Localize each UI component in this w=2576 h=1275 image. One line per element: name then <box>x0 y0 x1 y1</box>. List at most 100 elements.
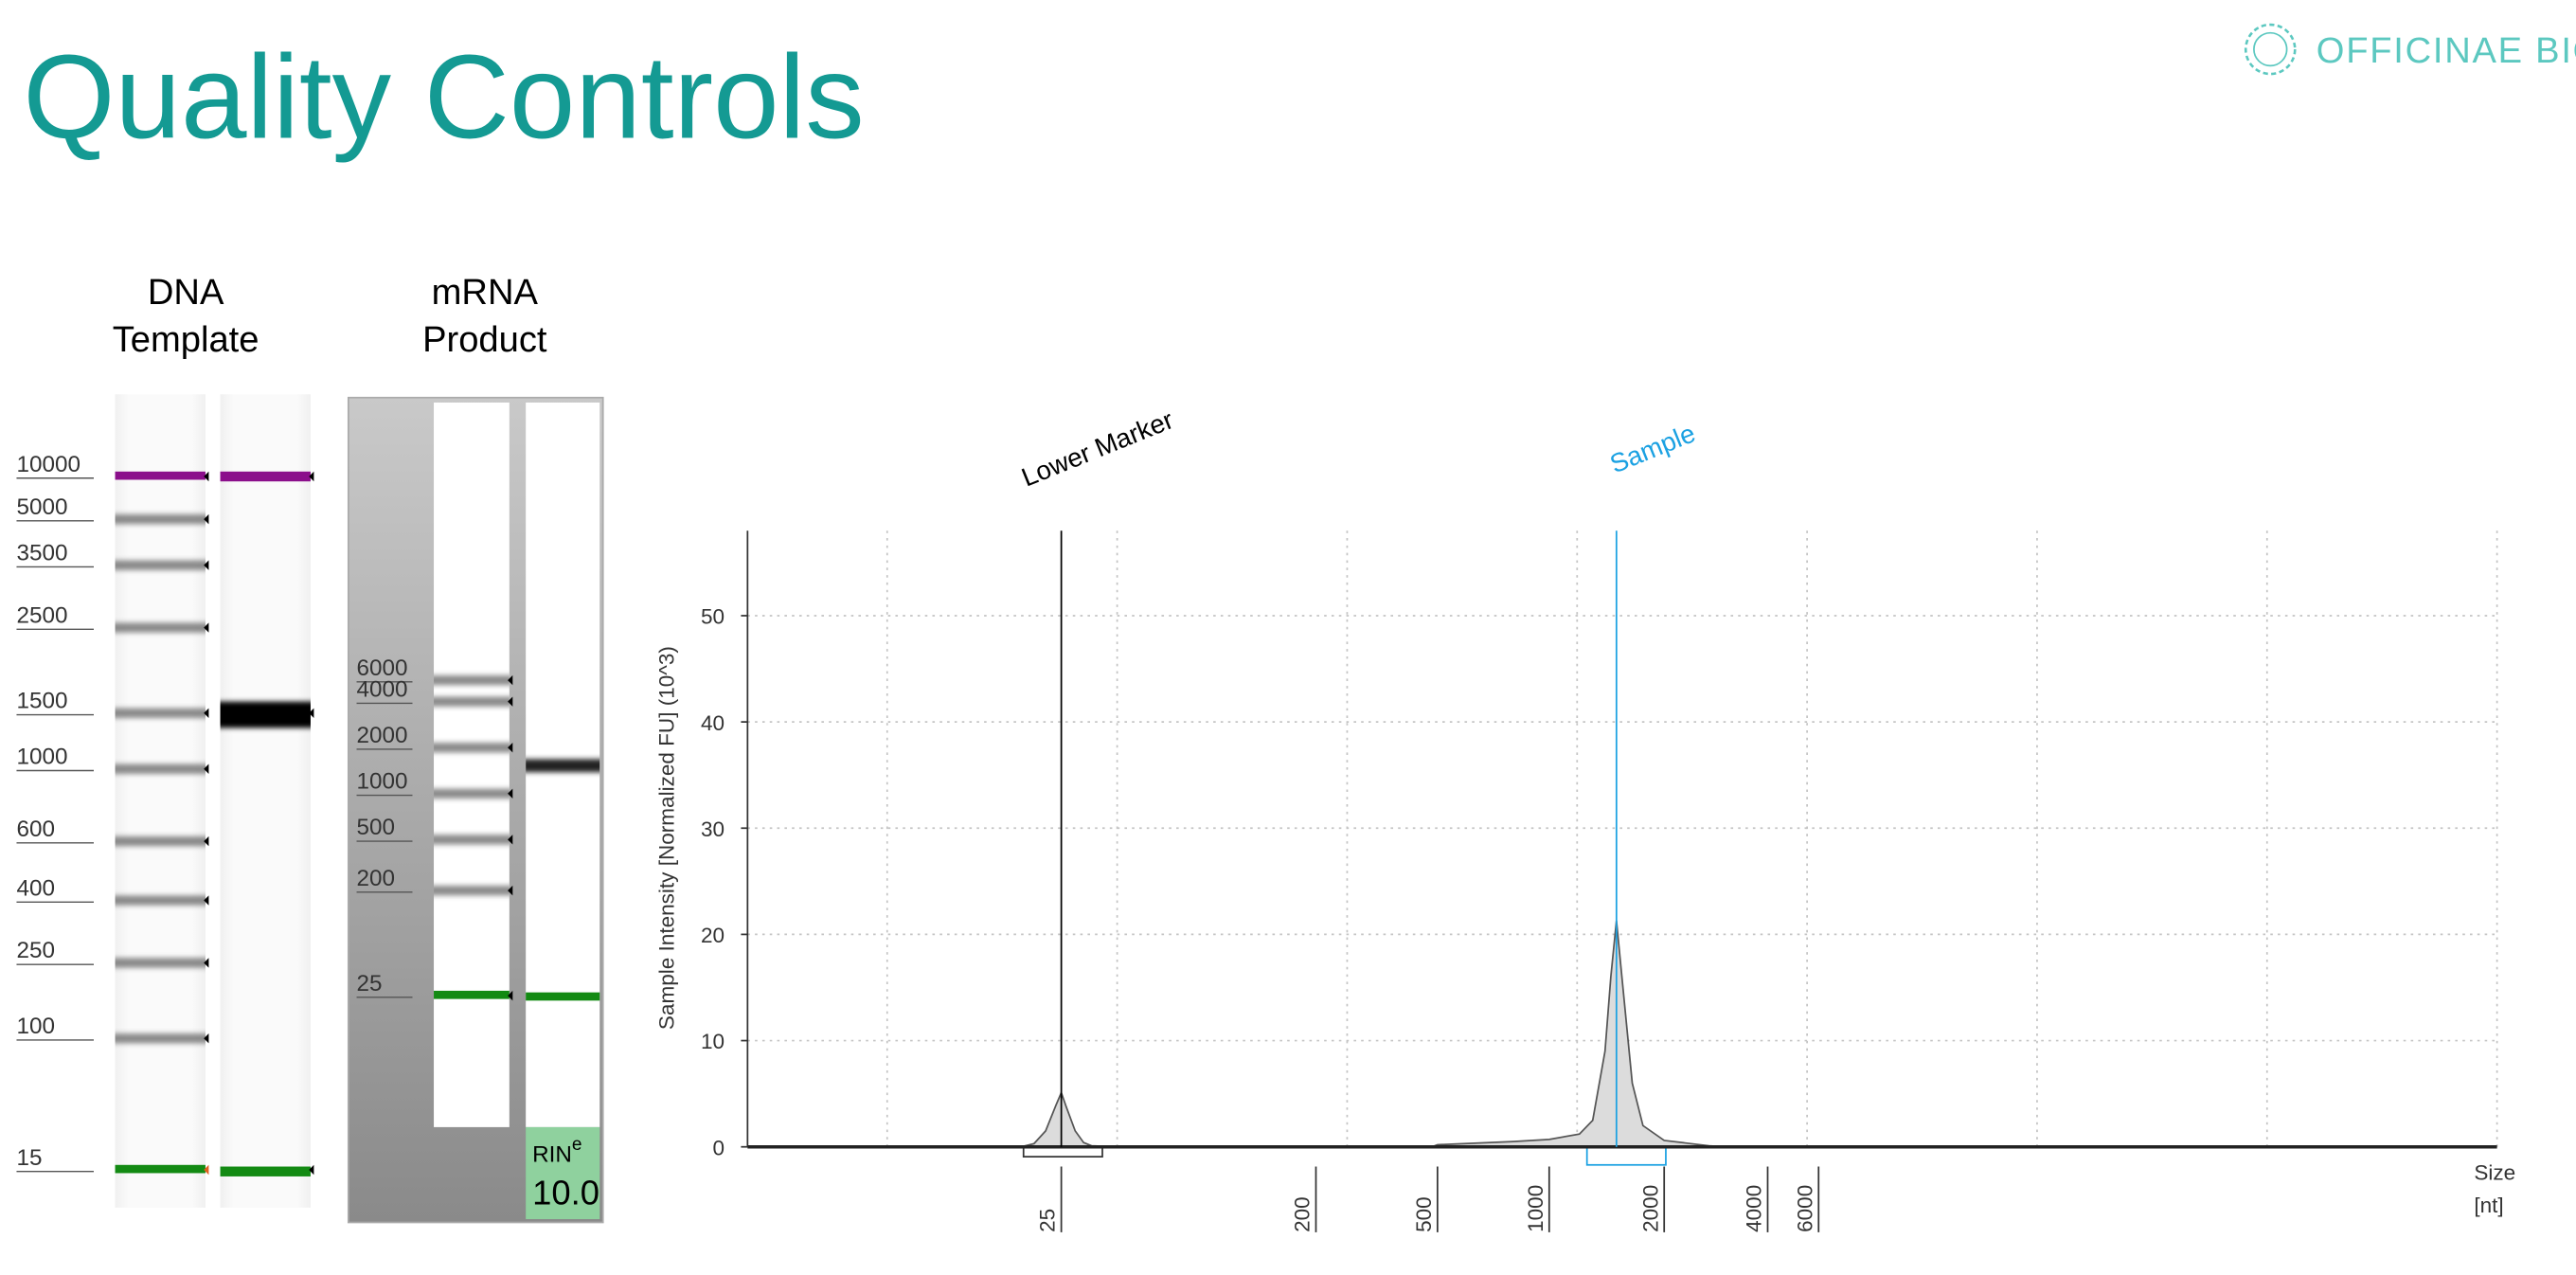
rin-value: 10.0 <box>532 1173 599 1212</box>
ladder-label: 6000 <box>357 655 408 681</box>
gel-band <box>115 513 206 525</box>
x-tick-label: 4000 <box>1743 1185 1766 1232</box>
ladder-label: 15 <box>16 1145 42 1171</box>
band-arrow <box>309 708 314 718</box>
band-arrow <box>508 788 513 799</box>
band-arrow <box>204 835 209 847</box>
dna-gel: DNA Template 10000 5000 3500 2500 1500 1000 60… <box>16 272 314 1208</box>
gel-band <box>115 1033 206 1044</box>
gel-band <box>115 763 206 774</box>
band-arrow <box>204 513 209 525</box>
ladder: 10000 5000 3500 2500 1500 1000 600 400 250 100 15 <box>16 452 314 1176</box>
x-tick-label: 500 <box>1412 1196 1436 1232</box>
logo-text: OFFICINAE BIO <box>2317 30 2576 71</box>
gel-band <box>115 560 206 570</box>
gel-band <box>220 471 311 482</box>
ladder-label: 2000 <box>357 723 408 748</box>
gel-band <box>115 895 206 906</box>
band-arrow <box>204 895 209 906</box>
ladder-label: 10000 <box>16 452 80 477</box>
ladder-lane <box>115 394 206 1208</box>
peak-annotation: Lower Marker <box>1017 404 1177 492</box>
ladder-label: 250 <box>16 938 55 963</box>
gel-band <box>115 471 206 480</box>
gel-band <box>220 701 311 728</box>
y-tick-label: 50 <box>701 605 724 629</box>
ladder-label: 4000 <box>357 676 408 702</box>
band-arrow <box>204 622 209 633</box>
y-tick-label: 20 <box>701 924 724 947</box>
ladder-label: 5000 <box>16 494 67 520</box>
gel-band <box>434 674 510 686</box>
band-arrow <box>309 1164 314 1176</box>
x-tick-label: 2000 <box>1638 1185 1662 1232</box>
x-tick-label: 1000 <box>1524 1185 1547 1232</box>
x-tick-label: 200 <box>1291 1196 1315 1232</box>
ladder-label: 25 <box>357 971 383 997</box>
gel-label: Product <box>422 319 547 360</box>
ladder-label: 500 <box>357 815 396 840</box>
logo-mark <box>2244 23 2297 76</box>
y-tick-label: 40 <box>701 711 724 735</box>
ladder-label: 1000 <box>16 745 67 770</box>
band-arrow <box>508 885 513 896</box>
peak-annotation: Sample <box>1605 418 1699 478</box>
gel-label: Template <box>113 319 259 360</box>
trace-area <box>1020 920 1726 1148</box>
rin-box <box>526 1126 600 1220</box>
band-arrow <box>204 708 209 718</box>
band-arrow <box>508 990 513 1001</box>
electropherogram: Sample Intensity [Normalized FU] (10^3) … <box>654 404 2515 1232</box>
gel-band <box>220 1166 311 1176</box>
band-arrow <box>204 958 209 968</box>
band-arrow <box>508 696 513 707</box>
gel-band <box>434 743 510 753</box>
rin-label: RINe <box>532 1135 581 1167</box>
slide-title: Quality Controls <box>23 32 864 164</box>
band-arrow <box>204 471 209 482</box>
band-arrow <box>309 471 314 482</box>
band-arrow <box>204 1164 209 1176</box>
y-tick-label: 0 <box>713 1136 725 1159</box>
ladder-label: 200 <box>357 866 396 891</box>
rin-superscript: e <box>572 1135 582 1155</box>
sample-lane <box>220 394 311 1208</box>
gel-band <box>434 990 510 999</box>
gel-band <box>115 835 206 847</box>
gel-band <box>434 788 510 799</box>
ladder-label: 400 <box>16 875 55 901</box>
ladder-label: 600 <box>16 817 55 842</box>
band-arrow <box>204 763 209 774</box>
ladder-label: 100 <box>16 1014 55 1039</box>
sample-region <box>1585 1145 1667 1166</box>
gel-band <box>434 696 510 707</box>
gel-band <box>526 992 600 1001</box>
band-arrow <box>508 743 513 753</box>
y-tick-label: 10 <box>701 1030 724 1053</box>
ladder-label: 2500 <box>16 602 67 628</box>
gel-label: DNA <box>148 272 224 313</box>
x-tick-label: 25 <box>1036 1209 1060 1232</box>
ladder-lane <box>434 402 510 1127</box>
gel-band <box>434 835 510 845</box>
band-arrow <box>204 1033 209 1044</box>
ladder-label: 1000 <box>357 769 408 795</box>
y-tick-label: 30 <box>701 817 724 841</box>
rin-label: RIN <box>532 1141 572 1167</box>
band-arrow <box>508 835 513 845</box>
band-arrow <box>508 674 513 686</box>
gel-band <box>526 759 600 773</box>
gel-label: mRNA <box>432 272 539 313</box>
logo-mark <box>2253 31 2288 67</box>
x-axis-label: Size <box>2474 1160 2515 1184</box>
band-arrow <box>204 560 209 570</box>
ladder-label: 3500 <box>16 540 67 566</box>
y-axis-label: Sample Intensity [Normalized FU] (10^3) <box>654 646 678 1030</box>
x-axis-label: [nt] <box>2474 1194 2503 1217</box>
x-tick-label: 6000 <box>1793 1185 1816 1232</box>
ladder-label: 1500 <box>16 689 67 714</box>
gel-band <box>115 958 206 968</box>
